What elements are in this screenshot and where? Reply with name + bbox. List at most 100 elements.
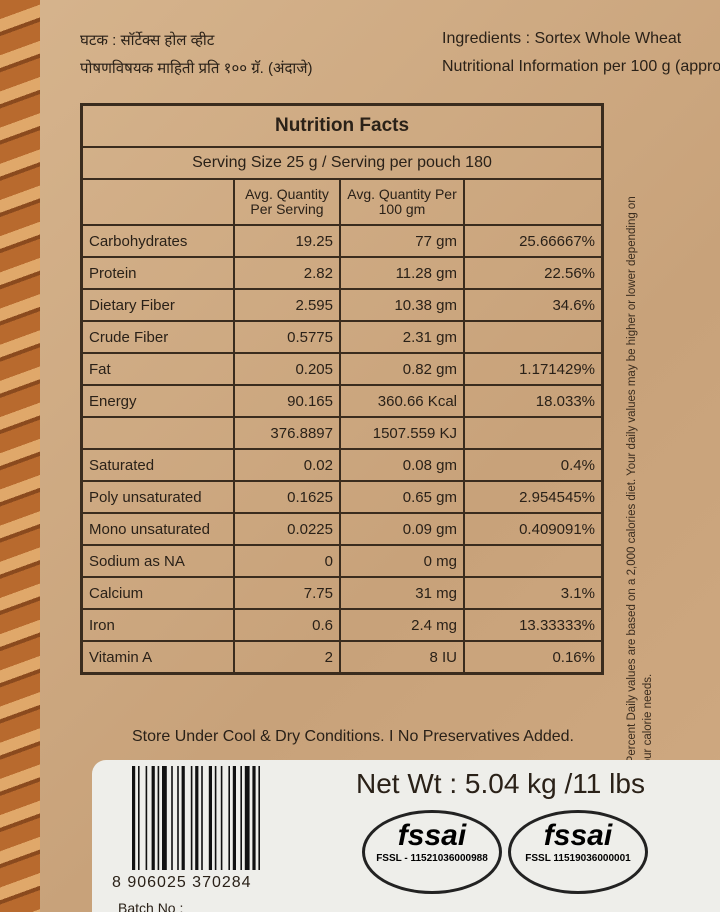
value-cell: 22.56% — [463, 256, 604, 290]
barcode-bar — [171, 766, 173, 870]
serving-size: Serving Size 25 g / Serving per pouch 18… — [80, 146, 604, 180]
value-cell: 34.6% — [463, 288, 604, 322]
barcode-bar — [240, 766, 242, 870]
value-cell: 2 — [233, 640, 341, 675]
header-cell — [463, 178, 604, 226]
barcode-bar — [244, 766, 250, 870]
fssai-text: fssai — [543, 819, 613, 852]
nutrient-name: Protein — [80, 256, 235, 290]
title-row: Nutrition Facts — [80, 103, 604, 148]
nutrient-row: Calcium 7.75 31 mg 3.1% — [80, 576, 604, 610]
barcode — [132, 766, 260, 870]
value-cell: 360.66 Kcal — [339, 384, 465, 418]
barcode-bar — [208, 766, 212, 870]
barcode-bar — [138, 766, 140, 870]
value-cell: 0.65 gm — [339, 480, 465, 514]
value-cell: 0.82 gm — [339, 352, 465, 386]
value-cell: 0.0225 — [233, 512, 341, 546]
value-cell: 77 gm — [339, 224, 465, 258]
nutrient-name: Poly unsaturated — [80, 480, 235, 514]
nutrient-row: Dietary Fiber 2.595 10.38 gm 34.6% — [80, 288, 604, 322]
nutrient-row: Crude Fiber 0.5775 2.31 gm — [80, 320, 604, 354]
value-cell — [463, 544, 604, 578]
column-header: Avg. Quantity Per 100 gm — [339, 178, 465, 226]
nutrient-row: Fat 0.205 0.82 gm 1.171429% — [80, 352, 604, 386]
value-cell — [463, 416, 604, 450]
nutrient-row: Poly unsaturated 0.1625 0.65 gm 2.954545% — [80, 480, 604, 514]
value-cell — [463, 320, 604, 354]
column-header: Avg. Quantity Per Serving — [233, 178, 341, 226]
value-cell: 13.33333% — [463, 608, 604, 642]
value-cell: 0.09 gm — [339, 512, 465, 546]
value-cell: 2.4 mg — [339, 608, 465, 642]
value-cell: 2.82 — [233, 256, 341, 290]
nutrient-name: Saturated — [80, 448, 235, 482]
nutrient-row: Carbohydrates 19.25 77 gm 25.66667% — [80, 224, 604, 258]
barcode-bar — [157, 766, 160, 870]
net-weight: Net Wt : 5.04 kg /11 lbs — [356, 768, 645, 799]
footnote: * Percent Daily values are based on a 2,… — [626, 196, 654, 771]
barcode-bar — [232, 766, 236, 870]
fssai-text: fssai — [397, 819, 467, 852]
value-cell: 25.66667% — [463, 224, 604, 258]
nutrient-row: Energy 90.165 360.66 Kcal 18.033% — [80, 384, 604, 418]
nutrient-name: Iron — [80, 608, 235, 642]
wheat-image — [0, 0, 40, 912]
barcode-bar — [162, 766, 167, 870]
storage-note: Store Under Cool & Dry Conditions. I No … — [132, 728, 574, 745]
nutrient-name: Crude Fiber — [80, 320, 235, 354]
hindi-ingredients: घटक : सॉर्टेक्स होल व्हीट — [80, 32, 215, 49]
nutrition-info: Nutritional Information per 100 g (appro… — [442, 58, 720, 75]
header-row: Avg. Quantity Per Serving Avg. Quantity P… — [80, 178, 604, 226]
barcode-bar — [214, 766, 217, 870]
value-cell: 0.409091% — [463, 512, 604, 546]
value-cell: 2.31 gm — [339, 320, 465, 354]
barcode-bar — [195, 766, 199, 870]
value-cell: 90.165 — [233, 384, 341, 418]
table-title: Nutrition Facts — [80, 103, 604, 148]
value-cell: 19.25 — [233, 224, 341, 258]
serving-row: Serving Size 25 g / Serving per pouch 18… — [80, 146, 604, 180]
nutrient-row: Iron 0.6 2.4 mg 13.33333% — [80, 608, 604, 642]
value-cell: 0.6 — [233, 608, 341, 642]
value-cell: 0.1625 — [233, 480, 341, 514]
value-cell: 0.02 — [233, 448, 341, 482]
value-cell: 0.08 gm — [339, 448, 465, 482]
value-cell: 18.033% — [463, 384, 604, 418]
nutrient-name: Fat — [80, 352, 235, 386]
barcode-bar — [151, 766, 155, 870]
value-cell: 0.5775 — [233, 320, 341, 354]
barcode-bar — [181, 766, 185, 870]
nutrient-name — [80, 416, 235, 450]
value-cell: 2.954545% — [463, 480, 604, 514]
value-cell: 2.595 — [233, 288, 341, 322]
nutrient-row: Protein 2.82 11.28 gm 22.56% — [80, 256, 604, 290]
value-cell: 11.28 gm — [339, 256, 465, 290]
barcode-bar — [145, 766, 148, 870]
nutrient-row: Mono unsaturated 0.0225 0.09 gm 0.409091% — [80, 512, 604, 546]
header-cell — [80, 178, 235, 226]
barcode-bar — [252, 766, 256, 870]
value-cell: 0 mg — [339, 544, 465, 578]
fssai-license: FSSL 11519036000001 — [525, 853, 631, 864]
nutrient-row: 376.8897 1507.559 KJ — [80, 416, 604, 450]
barcode-bar — [177, 766, 179, 870]
value-cell: 31 mg — [339, 576, 465, 610]
nutrient-row: Saturated 0.02 0.08 gm 0.4% — [80, 448, 604, 482]
barcode-bar — [258, 766, 260, 870]
value-cell: 376.8897 — [233, 416, 341, 450]
nutrient-name: Vitamin A — [80, 640, 235, 675]
barcode-bar — [190, 766, 193, 870]
barcode-bar — [220, 766, 223, 870]
value-cell: 10.38 gm — [339, 288, 465, 322]
value-cell: 1.171429% — [463, 352, 604, 386]
fssai-license: FSSL - 11521036000988 — [376, 853, 488, 864]
nutrient-name: Energy — [80, 384, 235, 418]
nutrient-name: Sodium as NA — [80, 544, 235, 578]
fssai-logo: fssai FSSL 11519036000001 — [508, 810, 648, 894]
nutrient-row: Sodium as NA 0 0 mg — [80, 544, 604, 578]
nutrient-name: Mono unsaturated — [80, 512, 235, 546]
value-cell: 0.4% — [463, 448, 604, 482]
